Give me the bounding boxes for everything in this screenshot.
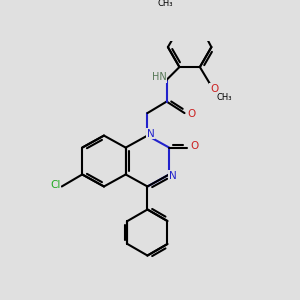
Text: O: O [190, 141, 199, 151]
Text: N: N [147, 128, 154, 139]
Text: CH₃: CH₃ [216, 93, 232, 102]
Text: Cl: Cl [50, 180, 61, 190]
Text: CH₃: CH₃ [158, 0, 173, 8]
Text: O: O [210, 84, 219, 94]
Text: O: O [188, 110, 196, 119]
Text: N: N [169, 171, 177, 181]
Text: HN: HN [152, 72, 166, 82]
